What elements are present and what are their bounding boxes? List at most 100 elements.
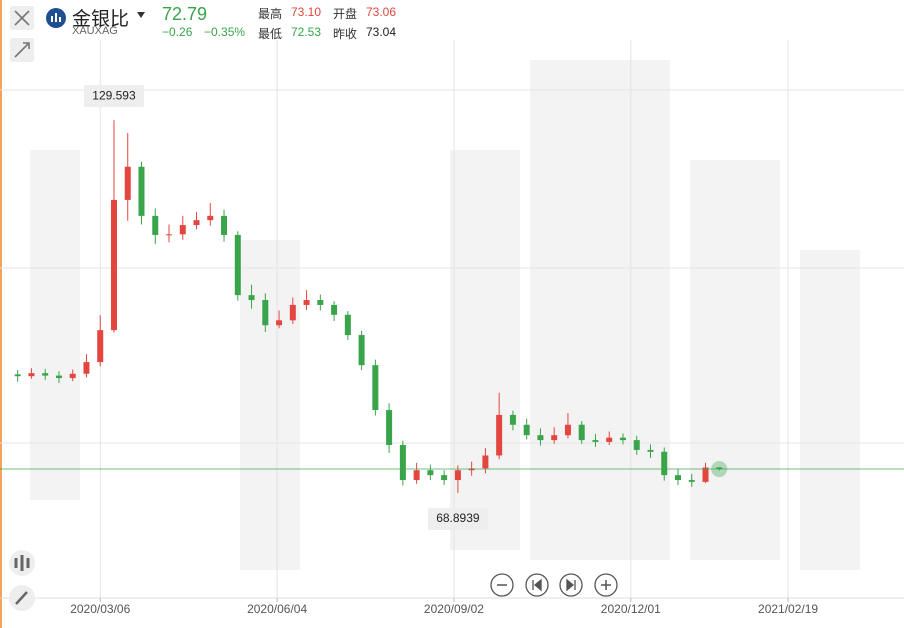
candle [509,410,516,431]
candle [317,294,324,311]
stat-label: 最低 [258,27,283,41]
candle [42,368,49,380]
candle [702,462,709,484]
candle [262,293,269,332]
candle-body [276,320,283,326]
candle [193,212,200,230]
candle-body [69,373,76,379]
price: 72.79 [162,4,208,24]
candle-body [42,373,49,376]
annotation: 68.8939 [436,511,480,525]
candle-body [289,304,296,321]
candle-body [592,440,599,442]
stat-value: 72.53 [291,25,322,39]
resize-icon [14,42,30,58]
logo-bars [51,13,61,22]
candle-body [647,449,654,452]
candle [496,392,503,460]
title: 金银比 [72,9,130,30]
candle [399,440,406,486]
candle-body [55,375,62,379]
candle-body [523,424,530,436]
candle [647,444,654,458]
candle [138,161,145,225]
candle-body [179,225,186,235]
candle-body [97,330,104,363]
candle [619,433,626,445]
candle-body [441,475,448,481]
candle-body [262,300,269,326]
candle-body [138,166,145,216]
candle [248,284,255,309]
candle-body [716,467,723,470]
stat-label: 最高 [258,7,283,21]
candle-body [413,470,420,481]
candle [97,315,104,367]
candle [28,368,35,379]
background-lines [0,89,904,444]
candle-body [675,475,681,481]
candle [83,354,90,378]
candle [331,301,338,321]
annotation: 129.593 [92,88,136,102]
candle [537,428,544,446]
candle [578,421,585,444]
candle-body [606,437,613,442]
candle-body [14,374,21,377]
symbol: XAUXAG [72,25,118,37]
candle-body [372,365,379,411]
annotation-box [83,85,144,108]
candle-body [28,373,35,377]
candle [606,431,613,446]
x-tick-label: 2020/03/06 [70,602,130,616]
candle-body [551,435,558,441]
candle [523,418,530,440]
candle-body [633,440,640,450]
candle [221,209,228,242]
candle [110,120,117,333]
candle [166,224,173,243]
candle-body [358,335,365,366]
candle-body [661,451,668,476]
candle-body [482,455,489,469]
candle [661,447,668,481]
change: −0.26 [162,25,193,39]
nav-arrows [532,578,576,592]
candle [124,132,131,221]
candle-body [317,300,324,305]
candle-body [331,304,338,315]
candle-body [509,414,516,425]
candle-body [221,215,228,235]
x-tick-label: 2020/09/02 [424,602,484,616]
candle-body [83,362,90,374]
candle-body [399,445,406,481]
candle-body [166,234,173,236]
candle [688,473,695,487]
candle [427,464,434,481]
candle-body [110,199,117,331]
candle-body [152,215,159,235]
candle [454,465,461,493]
candle [372,359,379,416]
candle-body [344,314,351,336]
stat-label: 昨收 [333,27,358,41]
candle-body [578,424,585,441]
stat-value: 73.06 [366,5,397,19]
dropdown-icon[interactable] [137,12,145,18]
candle [633,435,640,455]
candle-body [564,424,571,436]
candle [344,311,351,340]
candle [358,330,365,371]
candle-body [124,166,131,200]
candle [413,462,420,484]
stat-value: 73.10 [291,5,322,19]
candle-tool-icon [14,555,30,571]
candle [207,202,214,226]
close-icon [14,10,30,26]
x-tick-label: 2020/12/01 [601,602,661,616]
candle-body [702,467,709,482]
candle [55,371,62,383]
candle [551,427,558,444]
